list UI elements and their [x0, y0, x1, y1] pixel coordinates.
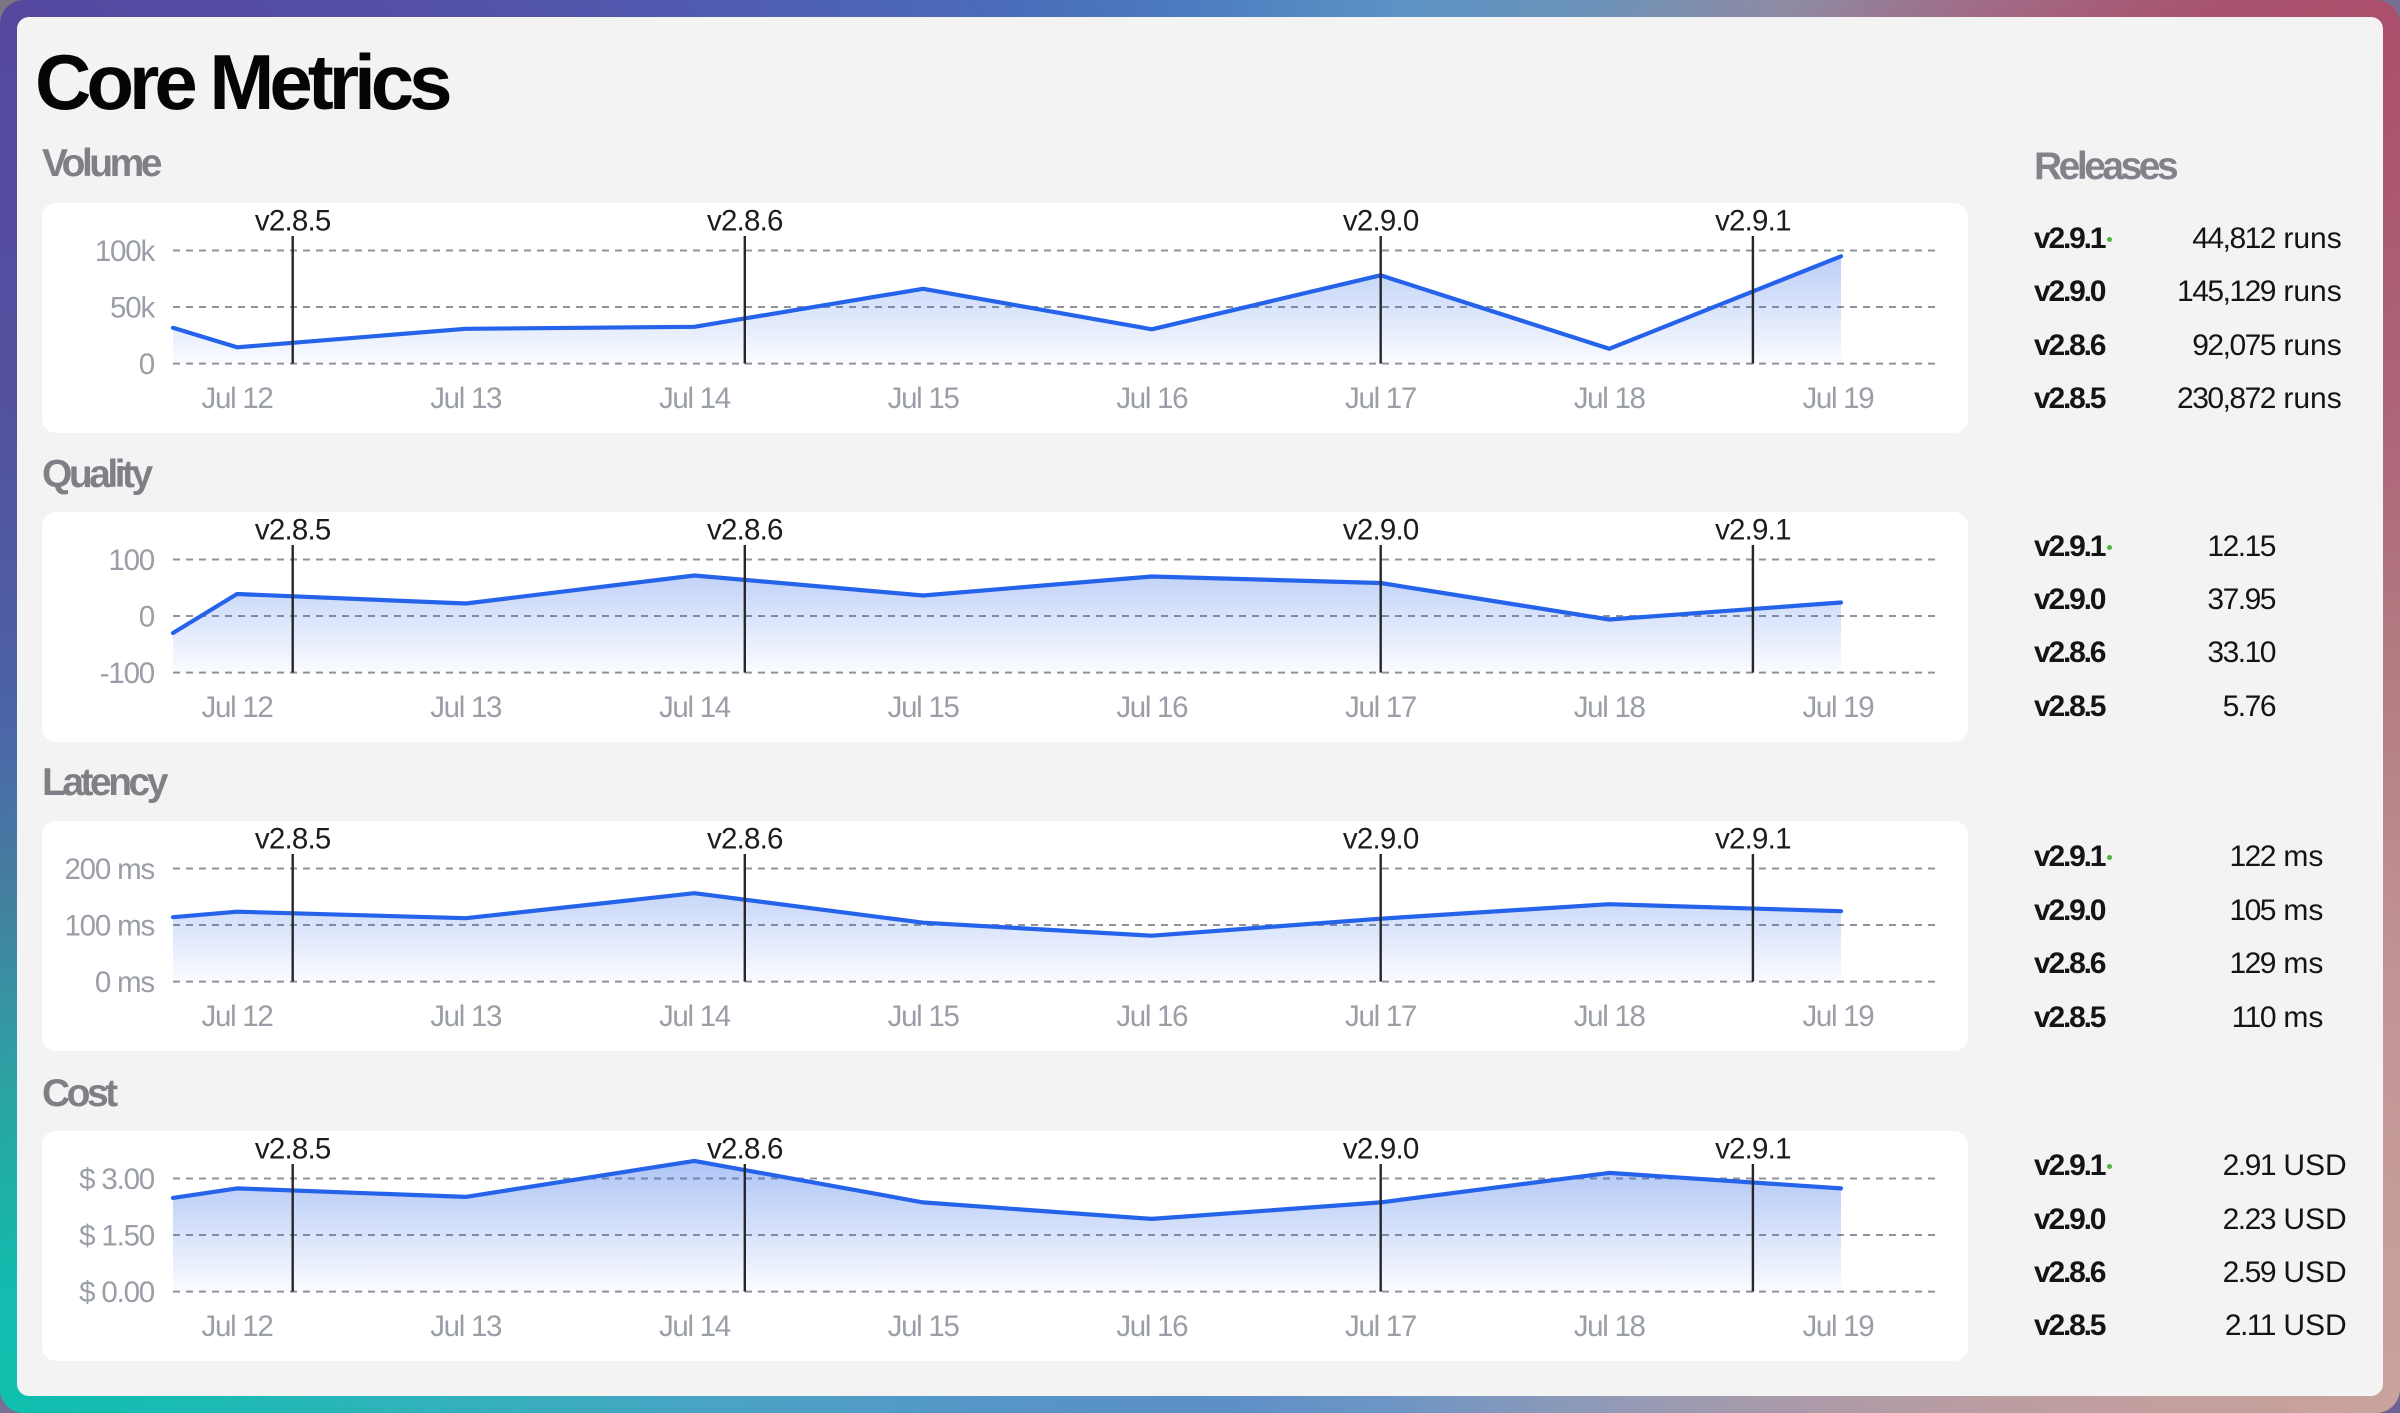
- svg-text:Jul 16: Jul 16: [1116, 691, 1188, 724]
- svg-text:v2.9.0: v2.9.0: [1343, 204, 1419, 237]
- svg-text:Jul 16: Jul 16: [1116, 1000, 1188, 1033]
- svg-text:v2.9.1: v2.9.1: [1715, 204, 1791, 237]
- svg-text:Jul 12: Jul 12: [202, 1000, 273, 1033]
- svg-text:v2.9.1: v2.9.1: [1715, 823, 1791, 856]
- svg-text:v2.8.6: v2.8.6: [707, 204, 783, 237]
- svg-text:Jul 19: Jul 19: [1802, 1310, 1874, 1343]
- svg-text:100: 100: [108, 544, 154, 577]
- svg-text:Jul 14: Jul 14: [659, 1000, 731, 1033]
- svg-text:Jul 13: Jul 13: [430, 382, 502, 415]
- svg-text:Jul 15: Jul 15: [888, 691, 960, 724]
- svg-text:Jul 13: Jul 13: [430, 1000, 502, 1033]
- svg-text:Jul 19: Jul 19: [1802, 691, 1874, 724]
- svg-text:Jul 18: Jul 18: [1574, 1310, 1646, 1343]
- svg-text:Jul 17: Jul 17: [1345, 1000, 1416, 1033]
- svg-text:Jul 14: Jul 14: [659, 382, 731, 415]
- svg-text:v2.9.1: v2.9.1: [1715, 513, 1791, 546]
- svg-text:Jul 13: Jul 13: [430, 691, 502, 724]
- svg-text:v2.9.1: v2.9.1: [1715, 1132, 1791, 1165]
- svg-text:Jul 14: Jul 14: [659, 691, 731, 724]
- svg-text:Jul 12: Jul 12: [202, 691, 273, 724]
- svg-text:v2.8.6: v2.8.6: [707, 1132, 783, 1165]
- svg-text:0 ms: 0 ms: [95, 966, 155, 999]
- svg-text:Jul 16: Jul 16: [1116, 1310, 1188, 1343]
- svg-text:v2.9.0: v2.9.0: [1343, 1132, 1419, 1165]
- svg-text:v2.9.0: v2.9.0: [1343, 823, 1419, 856]
- svg-text:v2.8.5: v2.8.5: [255, 1132, 331, 1165]
- svg-text:Jul 12: Jul 12: [202, 1310, 273, 1343]
- svg-text:Jul 15: Jul 15: [888, 1000, 960, 1033]
- svg-text:Jul 16: Jul 16: [1116, 382, 1188, 415]
- svg-text:Jul 19: Jul 19: [1802, 382, 1874, 415]
- svg-text:Jul 17: Jul 17: [1345, 1310, 1416, 1343]
- svg-text:$ 1.50: $ 1.50: [79, 1219, 155, 1252]
- svg-text:v2.8.5: v2.8.5: [255, 204, 331, 237]
- svg-text:$ 3.00: $ 3.00: [79, 1163, 155, 1196]
- svg-text:100 ms: 100 ms: [64, 910, 154, 943]
- svg-text:Jul 18: Jul 18: [1574, 382, 1646, 415]
- svg-text:Jul 19: Jul 19: [1802, 1000, 1874, 1033]
- svg-text:Jul 18: Jul 18: [1574, 1000, 1646, 1033]
- svg-text:0: 0: [139, 600, 155, 633]
- svg-text:100k: 100k: [95, 235, 156, 268]
- svg-text:Jul 17: Jul 17: [1345, 382, 1416, 415]
- svg-text:50k: 50k: [110, 291, 155, 324]
- svg-text:v2.8.6: v2.8.6: [707, 513, 783, 546]
- svg-text:Jul 14: Jul 14: [659, 1310, 731, 1343]
- svg-text:v2.8.6: v2.8.6: [707, 823, 783, 856]
- svg-text:Jul 17: Jul 17: [1345, 691, 1416, 724]
- svg-text:v2.8.5: v2.8.5: [255, 823, 331, 856]
- svg-text:-100: -100: [100, 657, 155, 690]
- svg-text:v2.9.0: v2.9.0: [1343, 513, 1419, 546]
- svg-text:0: 0: [139, 348, 155, 381]
- svg-text:Jul 15: Jul 15: [888, 382, 960, 415]
- svg-text:v2.8.5: v2.8.5: [255, 513, 331, 546]
- svg-text:$ 0.00: $ 0.00: [79, 1276, 155, 1309]
- svg-text:200 ms: 200 ms: [64, 853, 154, 886]
- svg-text:Jul 13: Jul 13: [430, 1310, 502, 1343]
- svg-text:Jul 15: Jul 15: [888, 1310, 960, 1343]
- svg-text:Jul 18: Jul 18: [1574, 691, 1646, 724]
- svg-text:Jul 12: Jul 12: [202, 382, 273, 415]
